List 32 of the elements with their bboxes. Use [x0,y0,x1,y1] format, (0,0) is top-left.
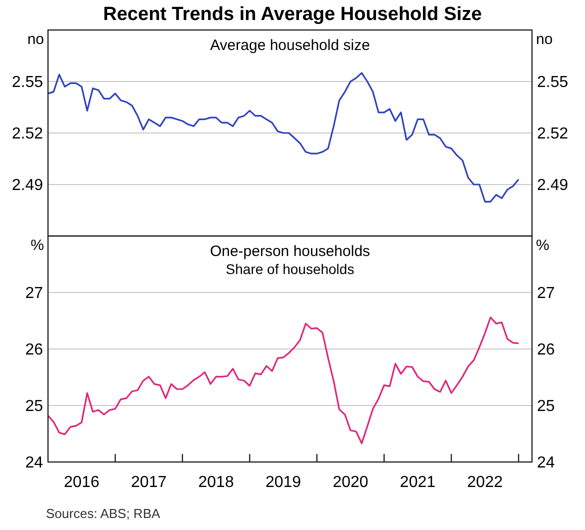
y-tick-label: 2.52 [12,126,44,143]
y2-tick-label: 2.52 [537,126,568,143]
y2-axis-title: % [536,237,550,254]
y2-tick-label: 25 [537,398,555,416]
x-tick-label: 2019 [265,474,302,491]
x-tick-label: 2016 [64,474,100,491]
y2-tick-label: 26 [537,342,555,359]
y-tick-label: 2.55 [12,74,44,92]
chart-title: Recent Trends in Average Household Size [103,4,482,25]
text: One-person households [210,243,370,260]
y2-axis-title: no [536,31,553,48]
line-series [47,72,520,202]
y-tick-label: 24 [25,454,44,472]
source-note: Sources: ABS; RBA [46,506,160,521]
y-tick-label: 27 [25,285,44,302]
text: Average household size [210,37,370,54]
y2-tick-label: 27 [537,285,555,302]
y-tick-label: 2.49 [12,177,44,194]
x-tick-label: 2018 [198,474,234,491]
text: Share of households [226,261,354,277]
y-tick-label: 26 [25,342,44,359]
x-tick-label: 2020 [332,474,368,491]
y2-tick-label: 2.55 [537,74,568,92]
line-series [47,316,520,444]
x-tick-label: 2017 [131,474,167,491]
x-tick-label: 2022 [467,474,503,491]
x-tick-label: 2021 [400,474,436,491]
y-axis-title: no [27,31,44,48]
y-tick-label: 25 [25,398,44,416]
y2-tick-label: 2.49 [537,177,568,194]
y2-tick-label: 24 [537,454,555,472]
y-axis-title: % [30,237,44,254]
